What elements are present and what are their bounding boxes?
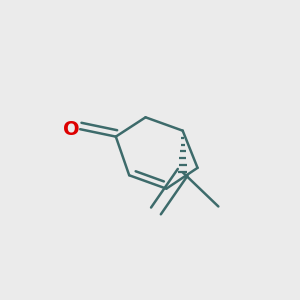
Text: O: O — [63, 120, 80, 139]
